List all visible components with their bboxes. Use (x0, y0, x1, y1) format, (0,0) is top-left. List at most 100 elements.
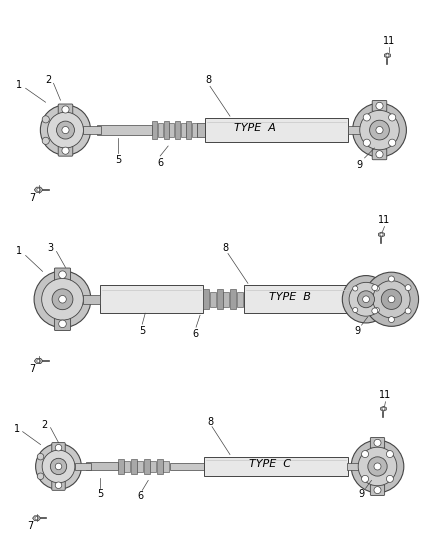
Text: 8: 8 (222, 243, 228, 253)
Circle shape (389, 276, 394, 282)
Circle shape (374, 286, 379, 291)
Circle shape (62, 126, 69, 134)
Bar (157, 458, 162, 474)
Circle shape (363, 139, 371, 147)
Text: 2: 2 (46, 75, 52, 85)
Polygon shape (385, 53, 390, 58)
Bar (138, 461, 143, 472)
Circle shape (382, 407, 385, 410)
Bar (205, 118, 348, 142)
Circle shape (42, 137, 49, 144)
Text: 8: 8 (207, 417, 213, 427)
Text: TYPE  C: TYPE C (249, 459, 291, 470)
Circle shape (380, 233, 383, 236)
Text: 5: 5 (115, 155, 121, 165)
Circle shape (372, 308, 378, 314)
Text: 1: 1 (16, 246, 22, 256)
Circle shape (405, 285, 411, 290)
Bar (180, 123, 186, 137)
Circle shape (40, 105, 91, 155)
Text: 6: 6 (192, 329, 198, 339)
Circle shape (374, 487, 381, 494)
Bar (83, 295, 100, 304)
Circle shape (389, 139, 396, 147)
Circle shape (381, 289, 402, 310)
Circle shape (372, 285, 378, 290)
Bar (86, 463, 118, 471)
Circle shape (42, 450, 75, 483)
Circle shape (389, 317, 394, 322)
Circle shape (34, 271, 91, 328)
FancyBboxPatch shape (371, 438, 385, 448)
Circle shape (376, 126, 383, 134)
Circle shape (360, 110, 399, 150)
Polygon shape (32, 516, 41, 521)
Bar (192, 123, 197, 137)
Circle shape (374, 308, 379, 312)
FancyBboxPatch shape (54, 317, 71, 330)
Text: 1: 1 (16, 80, 22, 90)
Circle shape (35, 443, 81, 489)
FancyBboxPatch shape (372, 100, 387, 111)
Text: 3: 3 (47, 243, 53, 253)
Circle shape (42, 278, 83, 320)
Circle shape (59, 320, 66, 328)
FancyBboxPatch shape (371, 484, 385, 496)
Circle shape (48, 112, 83, 148)
Polygon shape (34, 187, 43, 192)
Circle shape (362, 475, 369, 482)
Circle shape (353, 286, 358, 291)
Text: 7: 7 (29, 193, 36, 203)
Text: 5: 5 (139, 326, 145, 336)
FancyBboxPatch shape (52, 442, 65, 453)
Circle shape (405, 308, 411, 314)
Circle shape (349, 282, 383, 316)
Bar (216, 289, 223, 309)
FancyBboxPatch shape (54, 268, 71, 281)
Circle shape (376, 102, 383, 109)
Circle shape (37, 359, 40, 362)
Bar (198, 123, 205, 137)
Circle shape (386, 450, 393, 458)
Text: 9: 9 (358, 489, 364, 499)
Circle shape (55, 463, 62, 470)
Circle shape (368, 457, 387, 476)
Text: 1: 1 (14, 424, 20, 434)
Bar (97, 125, 152, 135)
Bar (347, 463, 360, 470)
Text: 6: 6 (137, 491, 143, 502)
Circle shape (62, 147, 69, 154)
Bar (150, 461, 156, 472)
Circle shape (42, 116, 49, 123)
Circle shape (35, 516, 38, 520)
Text: 9: 9 (357, 160, 363, 170)
Polygon shape (34, 358, 43, 364)
Text: 11: 11 (378, 215, 391, 224)
Bar (164, 121, 169, 139)
Circle shape (373, 281, 410, 318)
Circle shape (59, 295, 66, 303)
Bar (230, 289, 237, 309)
Circle shape (57, 121, 74, 139)
Circle shape (357, 291, 374, 308)
Circle shape (386, 475, 393, 482)
Bar (210, 292, 216, 306)
Bar (170, 463, 204, 470)
Circle shape (374, 439, 381, 446)
Circle shape (353, 103, 406, 157)
Bar (75, 463, 91, 470)
Circle shape (376, 151, 383, 158)
Circle shape (374, 463, 381, 470)
Circle shape (55, 445, 62, 451)
Circle shape (388, 296, 395, 303)
Text: 5: 5 (97, 489, 103, 499)
Text: 6: 6 (157, 158, 163, 168)
Circle shape (370, 120, 389, 140)
Bar (124, 461, 130, 472)
Circle shape (37, 188, 40, 191)
Circle shape (363, 114, 371, 121)
FancyBboxPatch shape (58, 145, 73, 156)
Circle shape (59, 271, 66, 278)
Text: 11: 11 (379, 390, 392, 400)
Polygon shape (378, 232, 385, 237)
